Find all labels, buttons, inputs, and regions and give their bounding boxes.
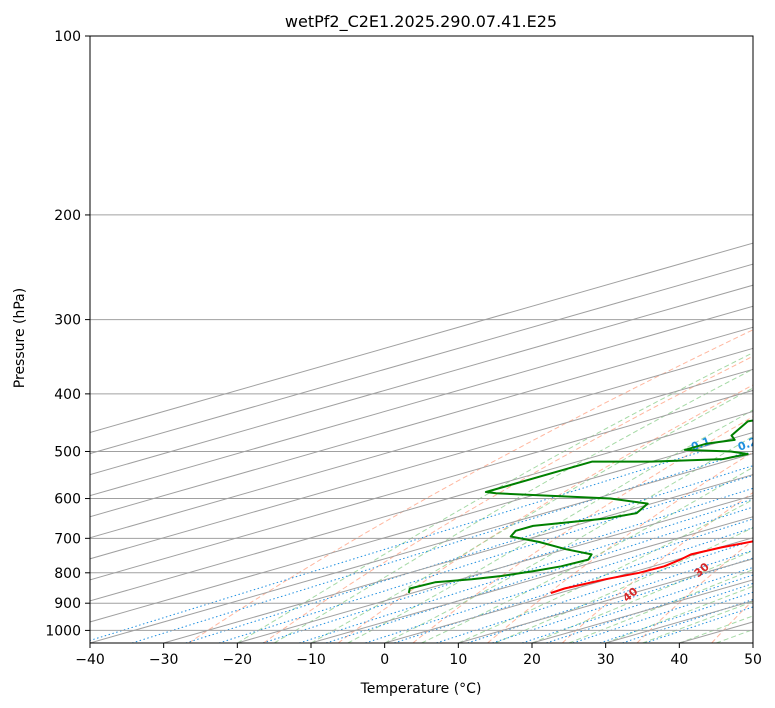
isotherm-line	[752, 642, 753, 643]
x-tick-label: 10	[449, 652, 467, 668]
isotherm-line	[90, 410, 753, 602]
y-tick-label: 700	[54, 531, 81, 547]
x-axis-ticks: −40 −30 −20 −10 0 10 20 30 40 50	[75, 643, 762, 668]
moist-adiabat-line	[237, 352, 753, 643]
y-axis-label: Pressure (hPa)	[12, 288, 28, 388]
y-tick-label: 900	[54, 596, 81, 612]
dry-adiabat-line	[561, 491, 753, 643]
y-tick-label: 100	[54, 29, 81, 45]
mixing-ratio-label: 0.2	[736, 435, 759, 454]
mixing-ratio-line	[90, 451, 703, 641]
isotherm-line	[458, 558, 753, 643]
isotherm-line	[237, 495, 753, 643]
moist-adiabat-line	[421, 466, 753, 643]
x-tick-label: −10	[296, 652, 326, 668]
dry-adiabat-line	[188, 329, 753, 643]
plot-frame	[89, 35, 754, 644]
y-tick-label: 400	[54, 387, 81, 403]
y-tick-label: 300	[54, 313, 81, 329]
moist-adiabat-line	[568, 569, 753, 643]
dry-adiabat-line	[263, 355, 753, 643]
x-axis-label: Temperature (°C)	[360, 681, 482, 697]
moist-adiabat-line	[716, 629, 753, 643]
moist-adiabat-line	[273, 368, 753, 643]
moist-adiabat-line	[495, 527, 753, 643]
y-tick-label: 1000	[45, 623, 81, 639]
isotherm-line	[90, 389, 753, 581]
x-tick-label: 20	[523, 652, 541, 668]
moist-adiabat-line	[310, 387, 753, 643]
dewpoint-series-line	[407, 419, 753, 594]
mixing-ratio-line	[218, 474, 753, 643]
x-tick-label: 30	[597, 652, 615, 668]
isotherm-line	[90, 284, 753, 476]
mixing-ratio-line	[436, 540, 753, 643]
isotherm-line	[679, 621, 753, 643]
moist-adiabat-line	[458, 498, 753, 643]
isotherm-line	[90, 453, 753, 643]
isotherm-line	[90, 432, 753, 623]
chart-title: wetPf2_C2E1.2025.290.07.41.E25	[285, 12, 557, 32]
isotherm-line	[90, 368, 753, 560]
mixing-ratio-label: 0.1	[689, 435, 712, 454]
isotherm-line	[90, 242, 753, 434]
dry-adiabat-line	[711, 599, 753, 643]
background-labels: 0.10.20.40.611.52346810131620253036-100-…	[620, 435, 759, 605]
x-tick-label: 40	[670, 652, 688, 668]
temperature-series-line	[550, 540, 753, 594]
isotherm-line	[310, 516, 753, 643]
y-tick-label: 800	[54, 566, 81, 582]
isotherm-line	[163, 474, 753, 643]
y-axis-ticks: 100 200 300 400 500 600 700 800 900 1000	[45, 29, 90, 639]
mixing-ratio-line	[299, 498, 753, 643]
background-lines	[90, 36, 753, 643]
mixing-ratio-line	[645, 606, 753, 643]
profile-lines	[407, 419, 753, 594]
x-tick-label: −20	[223, 652, 253, 668]
mixing-ratio-line	[599, 591, 753, 643]
mixing-ratio-line	[365, 518, 753, 643]
moist-adiabat-line	[384, 435, 753, 643]
x-tick-label: 50	[744, 652, 762, 668]
y-tick-label: 500	[54, 444, 81, 460]
x-tick-label: −30	[149, 652, 179, 668]
isotherm-line	[90, 305, 753, 497]
moist-adiabat-line	[679, 615, 753, 643]
isotherm-line	[384, 537, 753, 643]
x-tick-label: 0	[380, 652, 389, 668]
isotherm-line	[90, 347, 753, 539]
mixing-ratio-line	[185, 465, 753, 643]
y-tick-label: 600	[54, 492, 81, 508]
x-tick-label: −40	[75, 652, 105, 668]
moist-adiabat-line	[347, 409, 753, 643]
isotherm-line	[90, 263, 753, 455]
isotherm-line	[90, 326, 753, 518]
dry-adiabat-line	[337, 384, 753, 643]
dry-adiabat-line	[487, 451, 753, 643]
y-tick-label: 200	[54, 208, 81, 224]
